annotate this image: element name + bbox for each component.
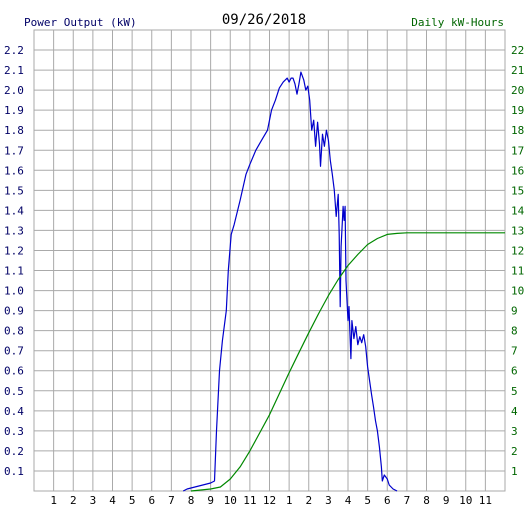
y-left-tick-label: 1.4 <box>4 204 24 217</box>
x-tick-label: 10 <box>224 494 237 507</box>
y-left-tick-label: 0.8 <box>4 325 24 338</box>
x-tick-label: 2 <box>70 494 77 507</box>
grid-lines <box>33 29 506 492</box>
x-tick-label: 7 <box>168 494 175 507</box>
y-right-tick-label: 20 <box>511 84 524 97</box>
x-tick-label: 3 <box>90 494 97 507</box>
y-left-tick-label: 2.0 <box>4 84 24 97</box>
y-right-tick-label: 3 <box>511 425 518 438</box>
x-tick-label: 4 <box>109 494 116 507</box>
y-right-tick-label: 8 <box>511 325 518 338</box>
y-right-tick-label: 4 <box>511 405 518 418</box>
right-axis-title: Daily kW-Hours <box>411 16 504 29</box>
y-left-tick-label: 0.3 <box>4 425 24 438</box>
y-right-tick-label: 14 <box>511 204 525 217</box>
x-tick-label: 3 <box>325 494 332 507</box>
y-left-tick-label: 0.6 <box>4 365 24 378</box>
y-right-tick-label: 18 <box>511 124 524 137</box>
y-right-tick-label: 15 <box>511 184 524 197</box>
y-right-tick-label: 10 <box>511 285 524 298</box>
y-left-tick-label: 1.7 <box>4 144 24 157</box>
x-tick-label: 7 <box>404 494 411 507</box>
y-left-tick-label: 1.1 <box>4 265 24 278</box>
y-left-tick-label: 2.1 <box>4 64 24 77</box>
y-right-tick-label: 16 <box>511 164 524 177</box>
y-right-tick-label: 22 <box>511 44 524 57</box>
y-left-tick-label: 1.5 <box>4 184 24 197</box>
y-right-tick-label: 11 <box>511 265 524 278</box>
y-right-tick-label: 9 <box>511 305 518 318</box>
x-tick-label: 2 <box>305 494 312 507</box>
x-tick-label: 12 <box>263 494 276 507</box>
y-right-tick-label: 1 <box>511 465 518 478</box>
y-left-tick-label: 0.4 <box>4 405 24 418</box>
y-left-tick-label: 1.6 <box>4 164 24 177</box>
y-left-tick-label: 0.5 <box>4 385 24 398</box>
x-tick-label: 8 <box>423 494 430 507</box>
y-right-tick-label: 7 <box>511 345 518 358</box>
y-right-tick-label: 2 <box>511 445 518 458</box>
power-output-line <box>182 71 398 492</box>
x-tick-label: 9 <box>207 494 214 507</box>
y-right-tick-label: 21 <box>511 64 524 77</box>
y-left-tick-label: 2.2 <box>4 44 24 57</box>
x-tick-label: 1 <box>50 494 57 507</box>
y-left-tick-label: 1.8 <box>4 124 24 137</box>
y-right-tick-label: 17 <box>511 144 524 157</box>
x-tick-label: 4 <box>345 494 352 507</box>
y-left-tick-label: 1.9 <box>4 104 24 117</box>
left-axis-title: Power Output (kW) <box>24 16 137 29</box>
x-tick-label: 9 <box>443 494 450 507</box>
data-lines <box>182 71 505 492</box>
y-left-tick-label: 1.0 <box>4 285 24 298</box>
x-tick-label: 11 <box>479 494 492 507</box>
x-tick-label: 5 <box>129 494 136 507</box>
x-tick-label: 6 <box>148 494 155 507</box>
x-tick-label: 1 <box>286 494 293 507</box>
y-left-tick-label: 0.7 <box>4 345 24 358</box>
y-right-tick-label: 12 <box>511 244 524 257</box>
y-left-tick-label: 0.9 <box>4 305 24 318</box>
x-tick-label: 6 <box>384 494 391 507</box>
x-tick-label: 10 <box>459 494 472 507</box>
y-left-tick-label: 0.1 <box>4 465 24 478</box>
y-right-tick-label: 19 <box>511 104 524 117</box>
x-tick-label: 5 <box>364 494 371 507</box>
chart-date: 09/26/2018 <box>222 12 306 28</box>
y-left-tick-label: 0.2 <box>4 445 24 458</box>
y-right-tick-label: 13 <box>511 224 524 237</box>
x-tick-label: 8 <box>188 494 195 507</box>
y-left-tick-label: 1.2 <box>4 244 24 257</box>
y-right-tick-label: 6 <box>511 365 518 378</box>
x-tick-label: 11 <box>243 494 256 507</box>
tick-labels: 1 2 3 4 5 6 7 8 9 10 11 12 1 2 3 4 5 6 7 8 9 10 110.10.20.30.4… <box>4 44 525 507</box>
y-left-tick-label: 1.3 <box>4 224 24 237</box>
y-right-tick-label: 5 <box>511 385 518 398</box>
daily-kwh-line <box>190 232 505 492</box>
